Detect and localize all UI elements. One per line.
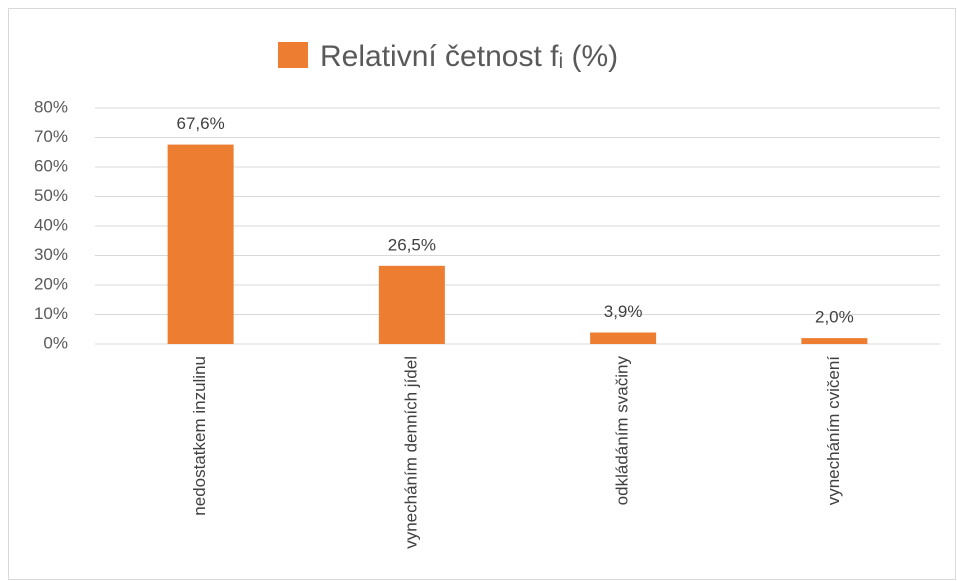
x-tick-label: vynecháním denních jídel (401, 356, 420, 549)
data-label: 2,0% (815, 308, 854, 327)
bar (801, 338, 868, 344)
data-label: 3,9% (604, 302, 643, 321)
x-tick-label: odkládáním svačiny (613, 356, 632, 506)
y-tick-label: 0% (43, 333, 68, 352)
bar (590, 332, 657, 344)
legend-swatch (278, 42, 308, 68)
legend-label: Relativní četnost fᵢ (%) (320, 40, 618, 73)
y-tick-label: 40% (34, 215, 68, 234)
x-tick-label: nedostatkem inzulinu (190, 356, 209, 516)
y-tick-label: 60% (34, 156, 68, 175)
y-tick-label: 20% (34, 274, 68, 293)
bar (378, 265, 445, 344)
x-tick-label: vynecháním cvičení (824, 356, 843, 506)
chart-border (8, 8, 956, 580)
y-tick-label: 50% (34, 186, 68, 205)
data-label: 26,5% (388, 235, 436, 254)
data-label: 67,6% (177, 114, 225, 133)
y-tick-label: 10% (34, 304, 68, 323)
y-tick-label: 30% (34, 245, 68, 264)
bar (167, 144, 234, 344)
y-tick-label: 80% (34, 97, 68, 116)
y-tick-label: 70% (34, 127, 68, 146)
